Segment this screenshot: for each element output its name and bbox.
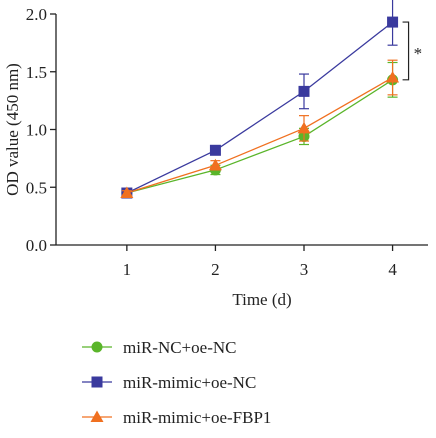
x-tick-label: 4 xyxy=(388,260,397,279)
marker-triangle xyxy=(297,121,311,134)
series-2 xyxy=(121,0,399,199)
plot-series xyxy=(120,0,400,199)
y-axis-title: OD value (450 nm) xyxy=(3,63,22,196)
marker-square xyxy=(387,16,399,28)
x-tick-label: 2 xyxy=(211,260,220,279)
x-tick-label: 1 xyxy=(123,260,132,279)
marker-triangle xyxy=(386,71,400,83)
y-tick-label: 1.0 xyxy=(26,121,47,140)
legend-label: miR-mimic+oe-NC xyxy=(123,373,256,392)
series-1 xyxy=(121,61,399,199)
marker-square xyxy=(91,376,103,388)
y-tick-label: 0.5 xyxy=(26,178,47,197)
y-axis-ticks: 0.0 0.5 1.0 1.5 2.0 xyxy=(26,5,56,255)
x-tick-label: 3 xyxy=(300,260,309,279)
y-tick-label: 0.0 xyxy=(26,236,47,255)
marker-circle xyxy=(91,341,103,353)
y-tick-label: 2.0 xyxy=(26,5,47,24)
y-tick-label: 1.5 xyxy=(26,63,47,82)
series-3 xyxy=(120,59,400,199)
legend-item-3: miR-mimic+oe-FBP1 xyxy=(82,408,271,427)
marker-square xyxy=(298,85,310,97)
legend: miR-NC+oe-NC miR-mimic+oe-NC miR-mimic+oe-… xyxy=(82,338,271,427)
legend-label: miR-mimic+oe-FBP1 xyxy=(123,408,271,427)
marker-triangle xyxy=(120,186,134,199)
marker-triangle xyxy=(90,410,104,422)
legend-item-1: miR-NC+oe-NC xyxy=(82,338,236,357)
axes: 0.0 0.5 1.0 1.5 2.0 1 2 3 4 OD value (450 nm) T… xyxy=(3,5,428,309)
x-axis-ticks: 1 2 3 4 xyxy=(123,245,397,279)
significance-bracket xyxy=(402,21,410,81)
series-line xyxy=(126,76,393,194)
series-line xyxy=(126,21,393,194)
series-line xyxy=(126,79,393,194)
marker-triangle xyxy=(208,158,222,171)
marker-square xyxy=(209,144,221,156)
legend-item-2: miR-mimic+oe-NC xyxy=(82,373,256,392)
x-axis-title: Time (d) xyxy=(232,290,291,309)
legend-label: miR-NC+oe-NC xyxy=(123,338,236,357)
significance-label: * xyxy=(414,44,423,63)
significance-annotations: * xyxy=(402,21,423,81)
